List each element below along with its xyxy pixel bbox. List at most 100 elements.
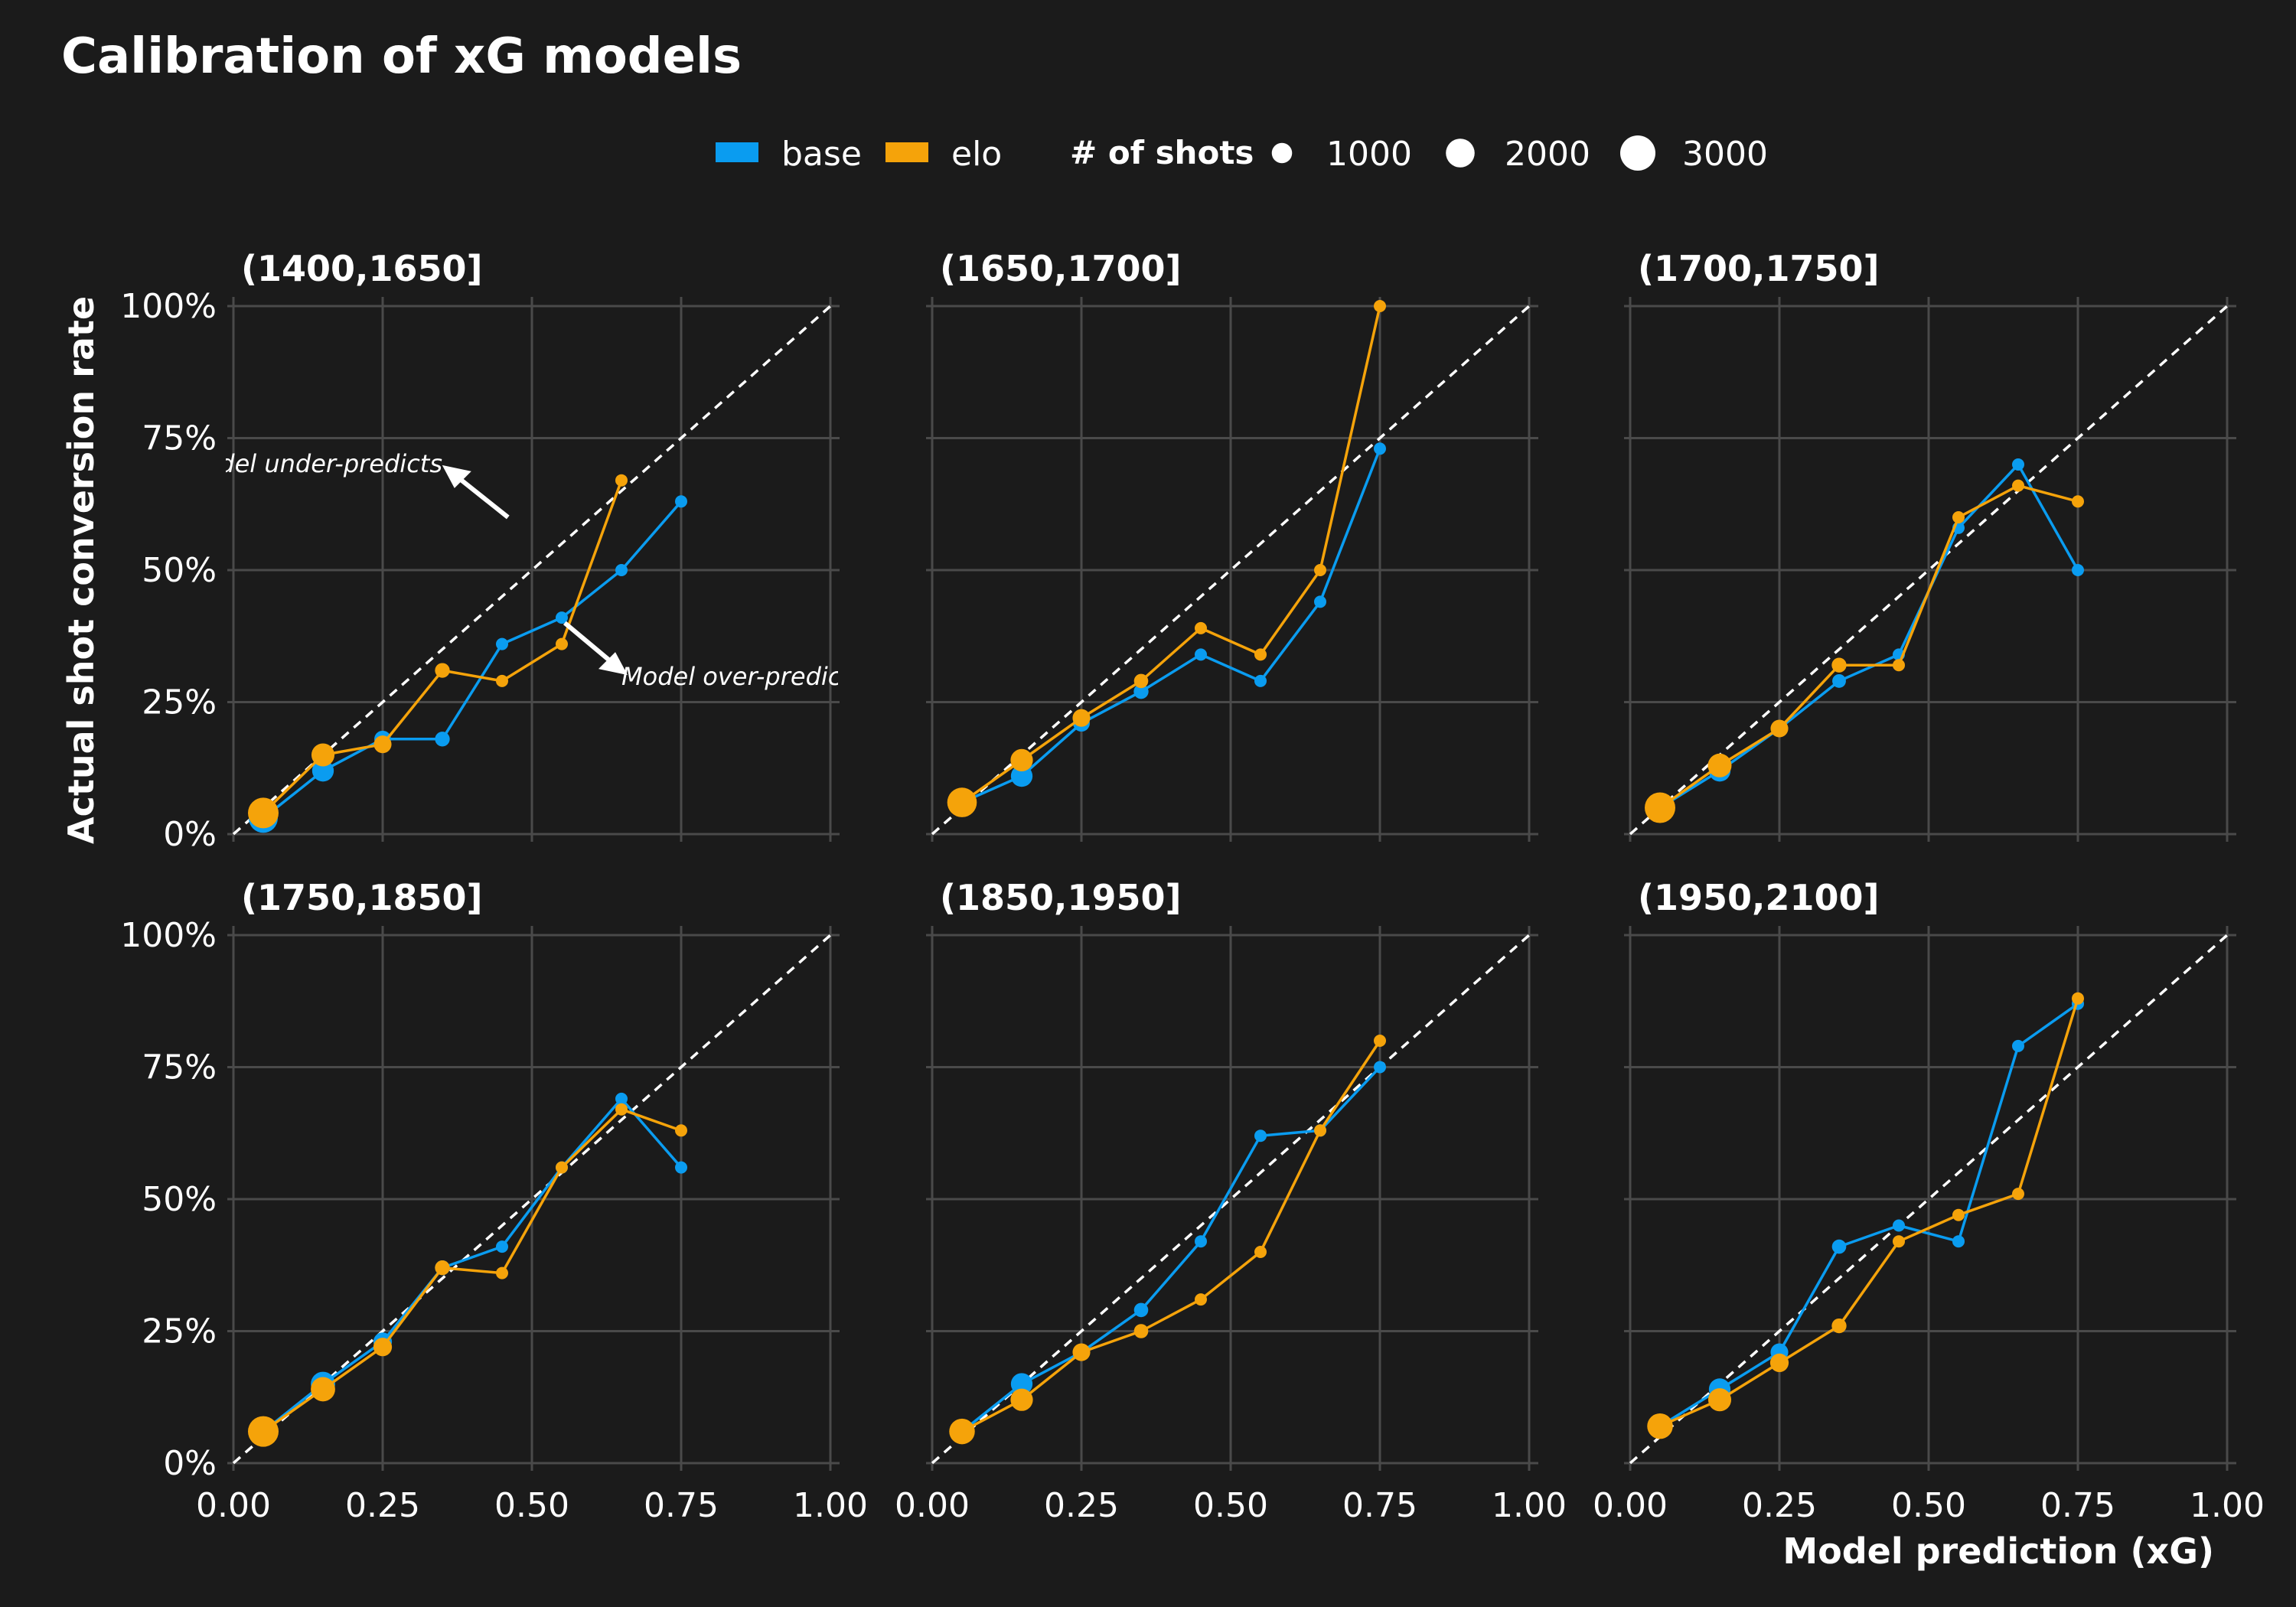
series-line-elo (961, 1040, 1381, 1433)
data-point-elo (373, 735, 392, 754)
data-point-base (1133, 1302, 1149, 1318)
data-point-elo (311, 743, 335, 767)
x-tick-label: 1.00 (1492, 1486, 1567, 1525)
y-tick-label: 0% (163, 815, 217, 854)
data-point-base (2012, 458, 2024, 471)
x-tick-label: 0.75 (2040, 1486, 2115, 1525)
data-point-base (615, 1092, 628, 1105)
data-point-elo (1831, 1318, 1847, 1334)
data-point-elo (615, 1103, 628, 1116)
data-point-elo (248, 797, 279, 829)
chart-title: Calibration of xG models (61, 28, 742, 85)
panel-3: (1750,1850] 0% 25% 50% 75% 100% 0.00 0.25 0.50 0.… (120, 877, 868, 1525)
panel-title: (1400,1650] (241, 248, 483, 289)
annotation-arrowhead (598, 652, 628, 676)
data-point-elo (435, 663, 450, 678)
data-point-elo (1769, 1353, 1789, 1373)
data-point-elo (1952, 1208, 1965, 1221)
data-point-base (1010, 764, 1033, 787)
perfect-calibration-line (1629, 934, 2229, 1465)
annotation-0: Model under-predicts (183, 449, 510, 520)
data-point-base (675, 495, 687, 508)
panel-4: (1850,1950] 0.00 0.25 0.50 0.75 1.00 (895, 877, 1567, 1525)
x-tick-label: 1.00 (793, 1486, 868, 1525)
legend-label-base: base (781, 135, 862, 174)
legend-size-label-2000: 2000 (1505, 135, 1590, 174)
data-point-elo (1770, 719, 1789, 738)
panel-0: (1400,1650] 0% 25% 50% 75% 100% Model under-pr… (120, 248, 864, 854)
data-point-elo (2072, 992, 2084, 1005)
data-point-elo (1707, 753, 1732, 777)
data-point-elo (496, 1266, 508, 1279)
data-point-base (1010, 1373, 1033, 1395)
y-tick-label: 25% (142, 683, 217, 722)
data-point-base (1195, 1235, 1207, 1248)
y-tick-label: 50% (142, 1180, 217, 1219)
data-point-base (2012, 1039, 2024, 1052)
data-point-elo (1893, 659, 1905, 672)
panel-1: (1650,1700] (926, 248, 1538, 842)
data-point-elo (1645, 792, 1675, 823)
data-point-elo (496, 674, 508, 687)
data-point-elo (1374, 1035, 1386, 1047)
data-point-base (1195, 648, 1207, 661)
data-point-elo (1314, 1124, 1326, 1137)
series-line-base (961, 448, 1381, 804)
data-point-base (1374, 442, 1386, 455)
perfect-calibration-line (232, 934, 832, 1465)
data-point-base (1314, 595, 1326, 608)
y-tick-label: 100% (120, 916, 217, 955)
series-line-elo (960, 305, 1381, 804)
data-point-elo (1133, 673, 1149, 689)
perfect-calibration-line (232, 305, 832, 836)
data-point-base (1952, 1235, 1965, 1248)
data-point-elo (1952, 511, 1965, 523)
y-tick-label: 50% (142, 551, 217, 590)
data-point-elo (435, 1260, 450, 1276)
data-point-base (675, 1161, 687, 1174)
series-line-elo (1659, 998, 2079, 1428)
data-point-elo (1893, 1235, 1905, 1248)
y-tick-label: 75% (142, 1048, 217, 1087)
panel-title: (1750,1850] (241, 877, 483, 918)
data-point-base (615, 564, 628, 576)
y-tick-label: 25% (142, 1312, 217, 1351)
data-point-elo (1133, 1324, 1149, 1338)
annotation-text: Model under-predicts (183, 449, 442, 478)
legend-size-label-1000: 1000 (1326, 135, 1412, 174)
legend-size-circle-3000 (1620, 135, 1655, 171)
annotation-arrowhead (442, 464, 471, 488)
x-tick-label: 0.00 (895, 1486, 970, 1525)
x-tick-label: 0.25 (1742, 1486, 1817, 1525)
data-point-elo (556, 637, 568, 650)
facet-panels: (1400,1650] 0% 25% 50% 75% 100% Model under-pr… (120, 248, 2265, 1525)
data-point-elo (1195, 1293, 1207, 1306)
data-point-elo (2012, 1188, 2024, 1201)
perfect-calibration-line (931, 934, 1531, 1465)
data-point-elo (675, 1124, 687, 1137)
data-point-base (1831, 1239, 1847, 1254)
data-point-elo (1072, 709, 1091, 727)
data-point-elo (1010, 1388, 1033, 1411)
data-point-elo (2012, 479, 2024, 492)
x-axis-label: Model prediction (xG) (1782, 1530, 2214, 1572)
annotation-text: Model over-predicts (621, 662, 864, 691)
legend-size-circle-2000 (1446, 139, 1475, 168)
panel-title: (1950,2100] (1638, 877, 1880, 918)
perfect-calibration-line (931, 305, 1531, 836)
y-tick-label: 75% (142, 419, 217, 458)
y-tick-label: 100% (120, 287, 217, 326)
legend-label-elo: elo (951, 135, 1002, 174)
series-line-elo (262, 1107, 682, 1433)
x-tick-label: 1.00 (2190, 1486, 2265, 1525)
y-axis-label: Actual shot conversion rate (60, 296, 102, 844)
data-point-base (1893, 1219, 1905, 1232)
panel-title: (1850,1950] (940, 877, 1182, 918)
data-point-elo (1195, 621, 1207, 634)
panel-2: (1700,1750] (1624, 248, 2236, 842)
x-tick-label: 0.50 (1193, 1486, 1268, 1525)
x-tick-label: 0.25 (345, 1486, 420, 1525)
data-point-elo (1072, 1343, 1091, 1361)
data-point-elo (1254, 1246, 1267, 1258)
panel-title: (1650,1700] (940, 248, 1182, 289)
